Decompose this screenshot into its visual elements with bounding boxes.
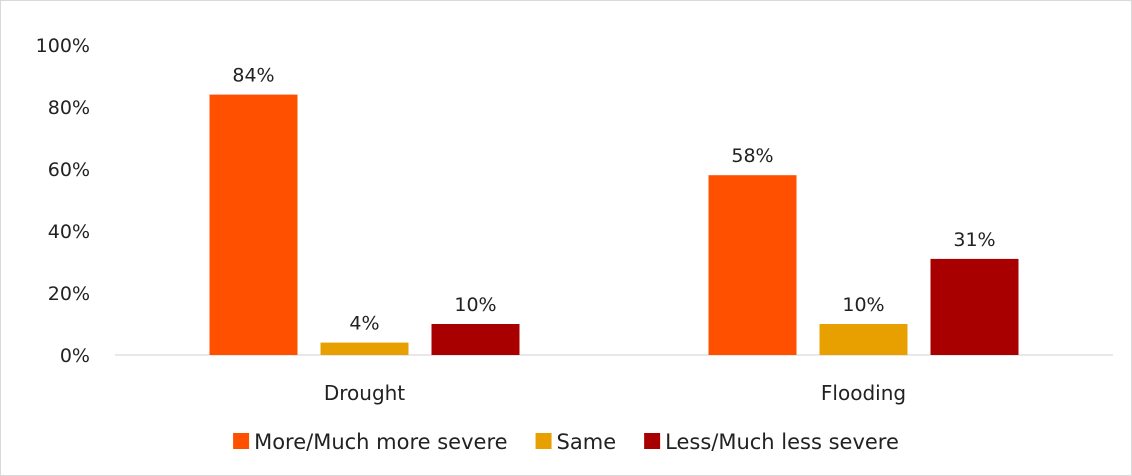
y-tick-label: 60% [48, 159, 90, 181]
bar [819, 324, 908, 355]
legend-swatch [233, 433, 250, 449]
y-tick-label: 40% [48, 221, 90, 243]
data-label: 10% [842, 294, 884, 316]
legend-label: Same [557, 430, 617, 454]
data-label: 10% [454, 294, 496, 316]
legend-swatch [644, 433, 661, 449]
bar [930, 258, 1019, 355]
bar [209, 94, 298, 355]
bar [431, 324, 520, 355]
legend-item: Same [535, 430, 617, 454]
legend-label: Less/Much less severe [665, 430, 899, 454]
data-label: 58% [731, 145, 773, 167]
legend-item: Less/Much less severe [644, 430, 899, 454]
legend-swatch [535, 433, 552, 449]
y-axis-ticks: 0% 20% 40% 60% 80% 100% [36, 35, 90, 367]
bar [320, 342, 409, 355]
data-label: 4% [349, 313, 379, 335]
x-category-label: Flooding [821, 381, 906, 405]
data-label: 31% [953, 229, 995, 251]
y-tick-label: 20% [48, 283, 90, 305]
data-labels: 84% 4% 10% 58% 10% 31% [232, 65, 995, 335]
legend: More/Much more severe Same Less/Much less … [233, 430, 899, 454]
x-category-label: Drought [324, 381, 405, 405]
y-tick-label: 100% [36, 35, 90, 57]
x-axis-categories: Drought Flooding [324, 381, 906, 405]
y-tick-label: 80% [48, 97, 90, 119]
legend-item: More/Much more severe [233, 430, 508, 454]
legend-label: More/Much more severe [254, 430, 507, 454]
y-tick-label: 0% [60, 345, 90, 367]
bars [209, 94, 1019, 355]
bar [708, 175, 797, 355]
data-label: 84% [232, 65, 274, 87]
